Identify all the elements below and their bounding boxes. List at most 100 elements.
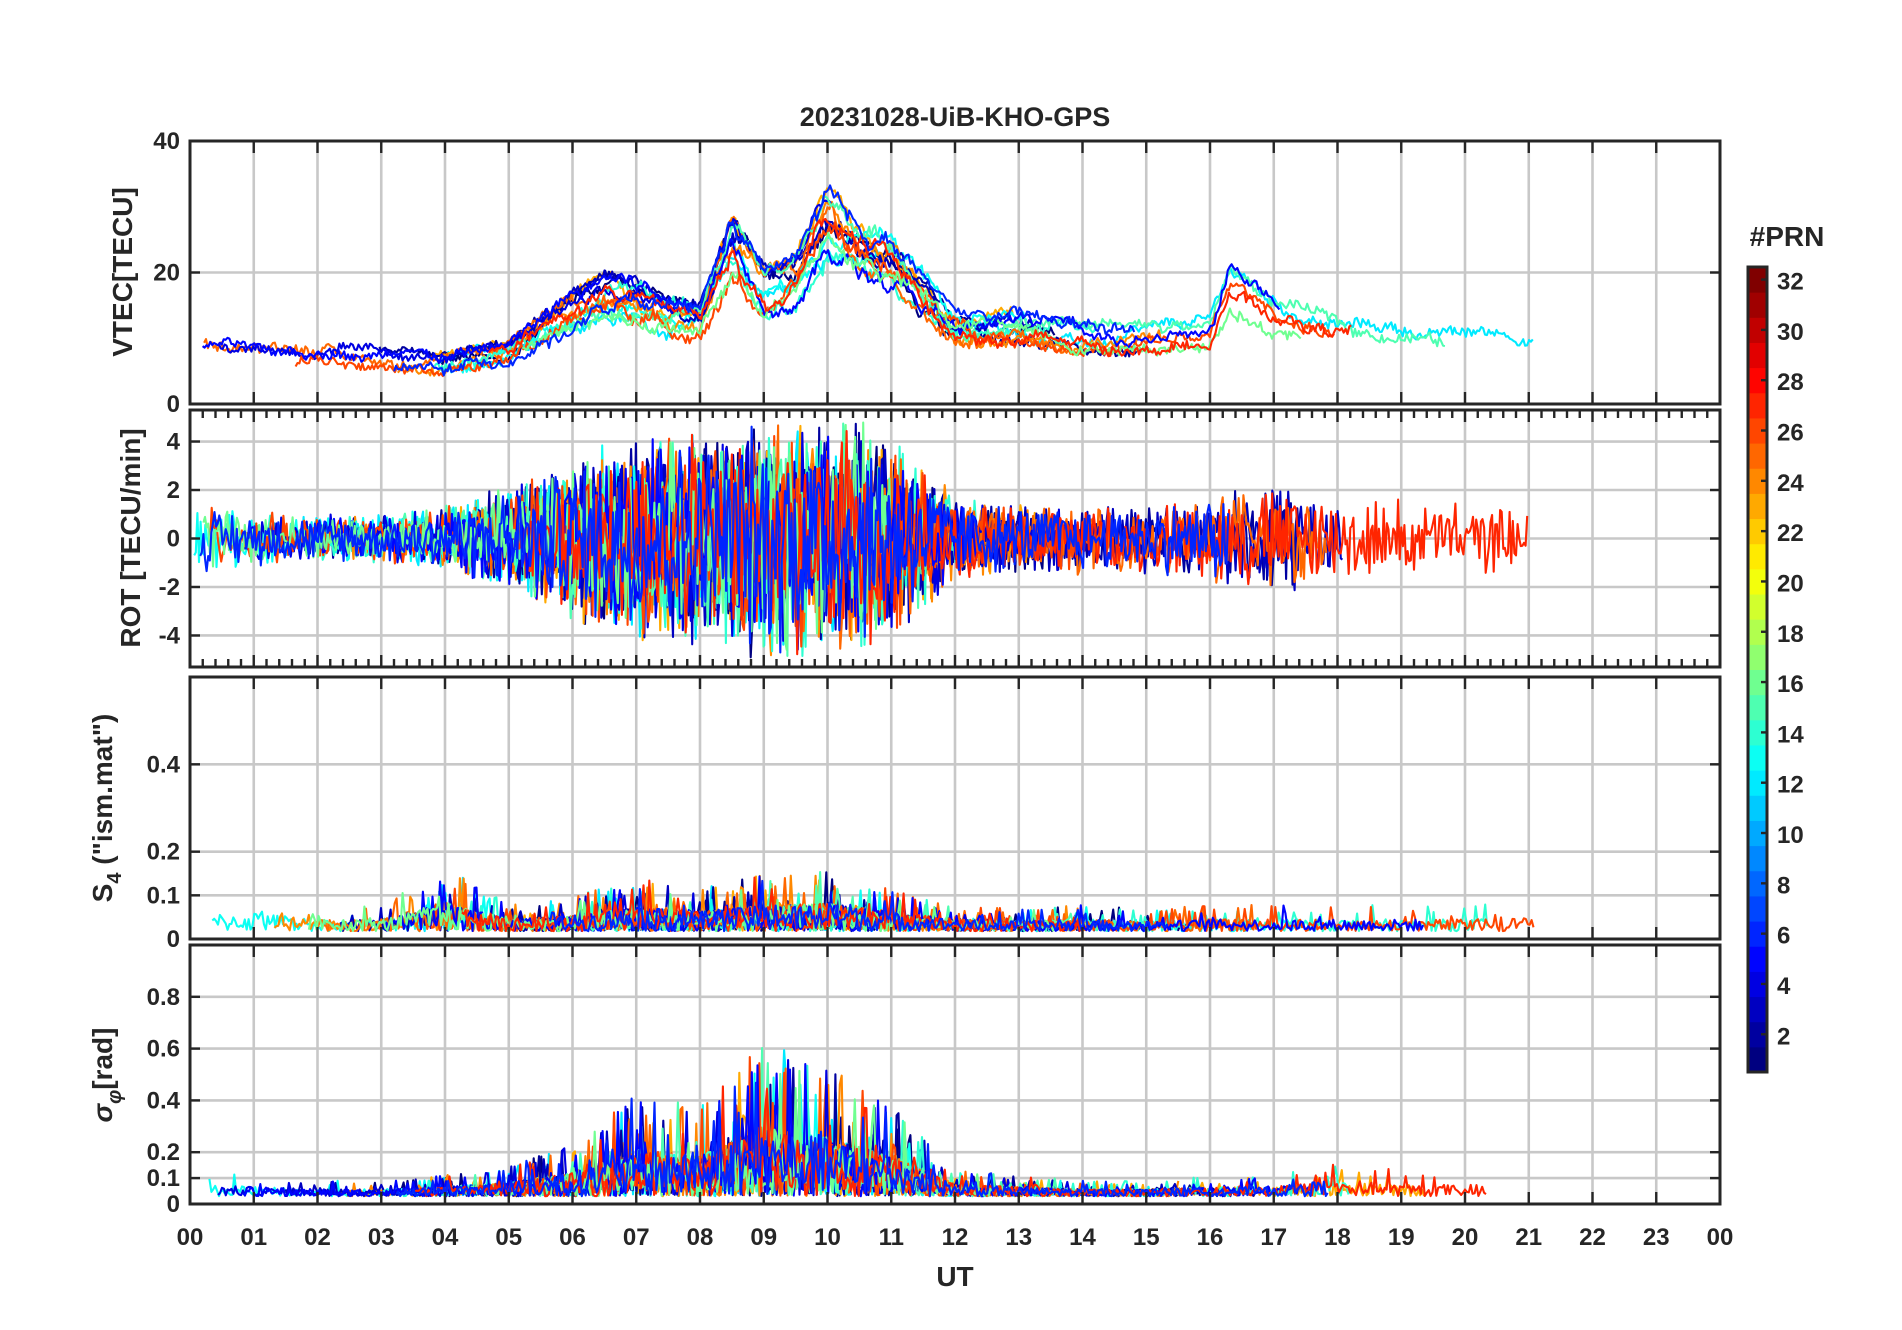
vtec-series-line <box>554 195 1446 348</box>
x-tick-label: 00 <box>177 1224 204 1251</box>
rot-ytick-label: 0 <box>167 526 180 553</box>
colorbar-swatch <box>1748 392 1767 419</box>
x-tick-label: 20 <box>1452 1224 1479 1251</box>
colorbar-tick-label: 26 <box>1777 420 1804 447</box>
vtec-ytick-label: 40 <box>153 128 180 155</box>
colorbar-swatch <box>1748 719 1767 746</box>
vtec-series-line <box>201 238 1281 364</box>
x-tick-labels: 00 01 02 03 04 05 06 07 08 09 10 11 12 13 14 15 16 17 18 19… <box>177 1224 1734 1251</box>
x-tick-label: 17 <box>1260 1224 1287 1251</box>
rot-series <box>193 421 1529 659</box>
panel-sigma: 00.10.2 0.4 0.6 0.8 σφ[rad] <box>87 943 1722 1218</box>
colorbar-swatch <box>1748 568 1767 595</box>
sigma-ylabel-sub: φ <box>104 1090 126 1104</box>
x-tick-label: 13 <box>1005 1224 1032 1251</box>
colorbar-tick-label: 20 <box>1777 570 1804 597</box>
colorbar-tick-label: 22 <box>1777 520 1804 547</box>
x-tick-label: 08 <box>687 1224 714 1251</box>
colorbar-tick-label: 12 <box>1777 772 1804 799</box>
colorbar-swatch <box>1748 594 1767 620</box>
colorbar-tick-label: 10 <box>1777 822 1804 849</box>
colorbar-swatch <box>1748 845 1767 872</box>
x-tick-label: 06 <box>559 1224 586 1251</box>
x-tick-label: 05 <box>495 1224 522 1251</box>
colorbar-tick-label: 30 <box>1777 319 1804 346</box>
sigma-ytick-label: 0.4 <box>147 1087 181 1114</box>
rot-ytick-label: 2 <box>167 477 180 504</box>
colorbar-tick-label: 14 <box>1777 721 1804 748</box>
colorbar-swatch <box>1748 744 1767 771</box>
colorbar-tick-label: 8 <box>1777 872 1790 899</box>
sigma-ylabel: σφ[rad] <box>87 1028 126 1123</box>
colorbar-swatch <box>1748 895 1767 922</box>
colorbar-swatch <box>1748 518 1767 545</box>
sigma-ylabel-main: σ <box>87 1102 118 1122</box>
colorbar-swatch <box>1748 644 1767 670</box>
colorbar-swatch <box>1748 996 1767 1023</box>
colorbar-swatch <box>1748 971 1767 998</box>
colorbar-swatch <box>1748 417 1767 444</box>
colorbar-label: #PRN <box>1750 221 1825 252</box>
rot-series-line <box>199 425 1230 654</box>
x-tick-label: 12 <box>942 1224 969 1251</box>
s4-ytick-label: 0.1 <box>147 882 180 909</box>
x-tick-label: 15 <box>1133 1224 1160 1251</box>
x-axis-label: UT <box>936 1261 973 1292</box>
s4-series-line <box>549 879 1169 933</box>
sigma-ytick-label: 0.8 <box>147 984 180 1011</box>
s4-grid <box>190 677 1720 941</box>
x-tick-label: 22 <box>1579 1224 1606 1251</box>
rot-ytick-label: -4 <box>159 622 181 649</box>
s4-ytick-label: 0 <box>167 926 180 953</box>
colorbar-swatch <box>1748 619 1767 645</box>
s4-ticks: 0 0.1 0.2 0.4 <box>147 677 1722 953</box>
s4-ylabel-sub: 4 <box>104 872 126 884</box>
colorbar-swatch <box>1748 443 1767 469</box>
colorbar-swatches <box>1748 267 1767 1073</box>
chart-title: 20231028-UiB-KHO-GPS <box>800 102 1111 132</box>
sigma-ylabel-suffix: [rad] <box>87 1028 118 1090</box>
s4-ylabel: S4 ("ism.mat") <box>87 714 126 903</box>
vtec-series <box>201 184 1534 378</box>
sigma-axes-frame <box>188 943 1722 1206</box>
vtec-series-line <box>393 184 1136 377</box>
colorbar-swatch <box>1748 694 1767 721</box>
rot-ytick-label: 4 <box>167 429 181 456</box>
colorbar-swatch <box>1748 267 1767 293</box>
colorbar-tick-label: 28 <box>1777 369 1804 396</box>
s4-ylabel-suffix: ("ism.mat") <box>87 714 118 873</box>
colorbar-swatch <box>1748 292 1767 318</box>
vtec-ylabel: VTEC[TECU] <box>107 187 138 357</box>
colorbar-swatch <box>1748 342 1767 369</box>
colorbar-swatch <box>1748 1021 1767 1048</box>
x-tick-label: 09 <box>750 1224 777 1251</box>
colorbar-swatch <box>1748 870 1767 897</box>
rot-axes-frame <box>188 408 1722 669</box>
sigma-series <box>208 1046 1487 1198</box>
colorbar-swatch <box>1748 669 1767 696</box>
s4-series <box>211 871 1535 933</box>
colorbar-swatch <box>1748 493 1767 520</box>
x-tick-label: 19 <box>1388 1224 1415 1251</box>
x-tick-label: 02 <box>304 1224 331 1251</box>
colorbar-swatch <box>1748 1046 1767 1073</box>
sigma-grid <box>190 945 1720 1206</box>
colorbar-tick-label: 4 <box>1777 973 1791 1000</box>
colorbar-tick-label: 32 <box>1777 269 1804 296</box>
s4-axes-frame <box>188 675 1722 941</box>
rot-ytick-label: -2 <box>159 574 180 601</box>
colorbar-swatch <box>1748 770 1767 796</box>
vtec-ytick-label: 0 <box>167 391 180 418</box>
x-tick-label: 11 <box>879 1224 904 1251</box>
vtec-series-line <box>440 226 1028 376</box>
x-tick-label: 01 <box>240 1224 267 1251</box>
sigma-ytick-label: 0.2 <box>147 1139 180 1166</box>
colorbar-swatch <box>1748 820 1767 847</box>
sigma-series-line <box>395 1081 1329 1198</box>
colorbar-tick-label: 2 <box>1777 1023 1790 1050</box>
colorbar-tick-label: 6 <box>1777 923 1790 950</box>
s4-ytick-label: 0.2 <box>147 839 180 866</box>
